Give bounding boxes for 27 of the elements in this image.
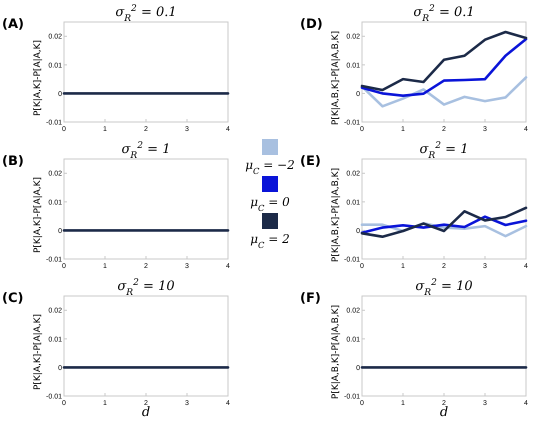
y-axis-title: P[K|A,B,K]-P[A|A,B,K] — [331, 304, 341, 400]
chart-title: σ$_{R}$$^{2}$ = 0.1 — [413, 4, 475, 24]
text: (C) — [2, 291, 24, 306]
chart-title: σ$_{R}$$^{2}$ = 10 — [117, 278, 175, 298]
chart-title: σ$_{R}$$^{2}$ = 0.1 — [115, 4, 177, 24]
y-axis-title: P[K|A,K]-P[A|A,K] — [33, 314, 43, 390]
y-axis-title: P[K|A,K]-P[A|A,K] — [33, 176, 43, 254]
chart-title: σ$_{R}$$^{2}$ = 1 — [420, 141, 468, 161]
line-series — [360, 206, 528, 238]
legend-label: μ$_{C}$ = −2 — [245, 158, 295, 176]
chart-title: σ$_{R}$$^{2}$ = 1 — [122, 141, 170, 161]
y-axis-title: P[K|A,B,K]-P[A|A,B,K] — [331, 30, 341, 126]
line-series — [360, 76, 528, 108]
x-axis-title: d — [142, 405, 150, 420]
legend-label: μ$_{C}$ = 2 — [250, 232, 290, 250]
x-axis-title: d — [440, 405, 448, 420]
text: (A) — [2, 17, 24, 32]
text: (F) — [300, 291, 321, 306]
chart-title: σ$_{R}$$^{2}$ = 10 — [415, 278, 473, 298]
text: (D) — [300, 17, 323, 32]
text: (B) — [2, 154, 24, 169]
y-axis-title: P[K|A,B,K]-P[A|A,B,K] — [331, 168, 341, 262]
y-axis-title: P[K|A,K]-P[A|A,K] — [33, 40, 43, 116]
legend-label: μ$_{C}$ = 0 — [250, 195, 290, 213]
line-series — [360, 38, 528, 98]
text: (E) — [300, 154, 321, 169]
line-series — [360, 30, 528, 92]
